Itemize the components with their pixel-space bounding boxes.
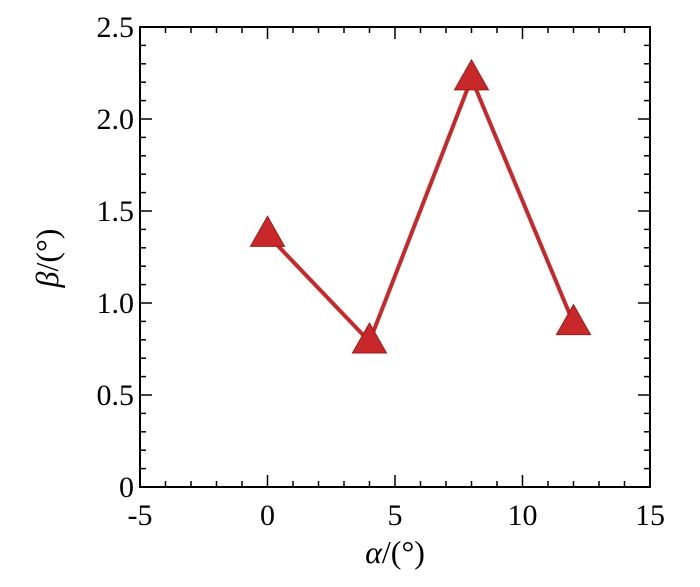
y-tick-label: 1.0 <box>97 287 135 320</box>
x-tick-label: 5 <box>388 499 403 532</box>
series-line <box>268 79 574 342</box>
data-series <box>251 60 591 353</box>
data-point-marker <box>557 305 591 335</box>
y-axis-title: β/(°) <box>29 229 65 289</box>
y-tick-label: 2.0 <box>97 103 135 136</box>
y-tick-label: 0.5 <box>97 379 135 412</box>
x-tick-label: 10 <box>508 499 538 532</box>
x-axis-title: α/(°) <box>365 534 425 570</box>
x-tick-label: 0 <box>260 499 275 532</box>
axis-ticks <box>140 27 650 487</box>
y-tick-label: 1.5 <box>97 195 135 228</box>
y-tick-label: 0 <box>119 471 134 504</box>
data-point-marker <box>455 60 489 90</box>
plot-frame <box>140 27 650 487</box>
x-tick-label: 15 <box>635 499 665 532</box>
data-point-marker <box>251 216 285 246</box>
y-tick-label: 2.5 <box>97 11 135 44</box>
